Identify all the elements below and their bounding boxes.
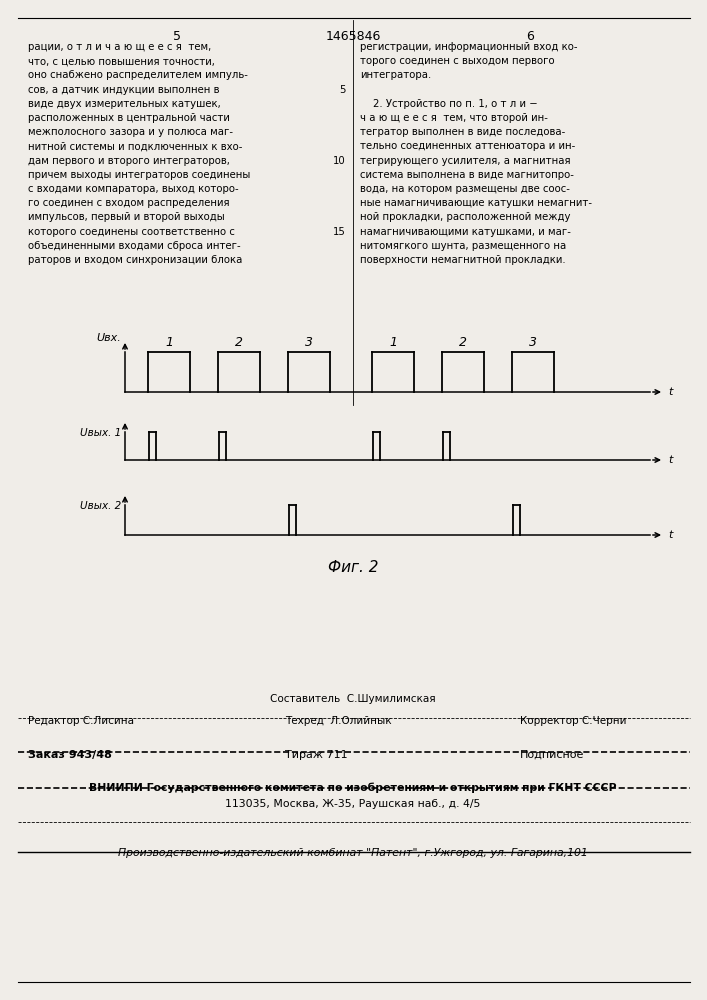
Text: Uвх.: Uвх. — [96, 333, 121, 343]
Text: Производственно-издательский комбинат "Патент", г.Ужгород, ул. Гагарина,101: Производственно-издательский комбинат "П… — [118, 848, 588, 858]
Text: ВНИИПИ Государственного комитета по изобретениям и открытиям при ГКНТ СССР: ВНИИПИ Государственного комитета по изоб… — [89, 782, 617, 793]
Text: виде двух измерительных катушек,: виде двух измерительных катушек, — [28, 99, 221, 109]
Text: го соединен с входом распределения: го соединен с входом распределения — [28, 198, 230, 208]
Text: оно снабжено распределителем импуль-: оно снабжено распределителем импуль- — [28, 70, 248, 80]
Text: t: t — [668, 387, 672, 397]
Text: ной прокладки, расположенной между: ной прокладки, расположенной между — [360, 212, 571, 222]
Text: Редактор С.Лисина: Редактор С.Лисина — [28, 716, 134, 726]
Text: межполосного зазора и у полюса маг-: межполосного зазора и у полюса маг- — [28, 127, 233, 137]
Text: тегрирующего усилителя, а магнитная: тегрирующего усилителя, а магнитная — [360, 156, 571, 166]
Text: t: t — [668, 530, 672, 540]
Text: 113035, Москва, Ж-35, Раушская наб., д. 4/5: 113035, Москва, Ж-35, Раушская наб., д. … — [226, 799, 481, 809]
Text: 5: 5 — [339, 85, 346, 95]
Text: расположенных в центральной части: расположенных в центральной части — [28, 113, 230, 123]
Text: система выполнена в виде магнитопро-: система выполнена в виде магнитопро- — [360, 170, 574, 180]
Text: Корректор С.Черни: Корректор С.Черни — [520, 716, 626, 726]
Text: Заказ 943/48: Заказ 943/48 — [28, 750, 112, 760]
Text: нитомягкого шунта, размещенного на: нитомягкого шунта, размещенного на — [360, 241, 566, 251]
Text: Техред  Л.Олийнык: Техред Л.Олийнык — [285, 716, 392, 726]
Text: нитной системы и подключенных к вхо-: нитной системы и подключенных к вхо- — [28, 141, 243, 151]
Text: с входами компаратора, выход которо-: с входами компаратора, выход которо- — [28, 184, 239, 194]
Text: 5: 5 — [173, 30, 181, 43]
Text: Uвых. 1: Uвых. 1 — [80, 428, 121, 438]
Text: t: t — [668, 455, 672, 465]
Text: что, с целью повышения точности,: что, с целью повышения точности, — [28, 56, 215, 66]
Text: Uвых. 2: Uвых. 2 — [80, 501, 121, 511]
Text: сов, а датчик индукции выполнен в: сов, а датчик индукции выполнен в — [28, 85, 219, 95]
Text: которого соединены соответственно с: которого соединены соответственно с — [28, 227, 235, 237]
Text: рации, о т л и ч а ю щ е е с я  тем,: рации, о т л и ч а ю щ е е с я тем, — [28, 42, 211, 52]
Text: причем выходы интеграторов соединены: причем выходы интеграторов соединены — [28, 170, 250, 180]
Text: торого соединен с выходом первого: торого соединен с выходом первого — [360, 56, 554, 66]
Text: вода, на котором размещены две соос-: вода, на котором размещены две соос- — [360, 184, 570, 194]
Text: 3: 3 — [529, 336, 537, 349]
Text: Подписное: Подписное — [520, 750, 585, 760]
Text: 2. Устройство по п. 1, о т л и −: 2. Устройство по п. 1, о т л и − — [360, 99, 538, 109]
Text: поверхности немагнитной прокладки.: поверхности немагнитной прокладки. — [360, 255, 566, 265]
Text: раторов и входом синхронизации блока: раторов и входом синхронизации блока — [28, 255, 243, 265]
Text: Фиг. 2: Фиг. 2 — [328, 560, 378, 575]
Text: 10: 10 — [333, 156, 346, 166]
Text: 6: 6 — [526, 30, 534, 43]
Text: тегратор выполнен в виде последова-: тегратор выполнен в виде последова- — [360, 127, 566, 137]
Text: ч а ю щ е е с я  тем, что второй ин-: ч а ю щ е е с я тем, что второй ин- — [360, 113, 548, 123]
Text: интегратора.: интегратора. — [360, 70, 431, 80]
Text: Тираж 711: Тираж 711 — [285, 750, 348, 760]
Text: ные намагничивающие катушки немагнит-: ные намагничивающие катушки немагнит- — [360, 198, 592, 208]
Text: намагничивающими катушками, и маг-: намагничивающими катушками, и маг- — [360, 227, 571, 237]
Text: 2: 2 — [459, 336, 467, 349]
Text: 3: 3 — [305, 336, 313, 349]
Text: 15: 15 — [333, 227, 346, 237]
Text: дам первого и второго интеграторов,: дам первого и второго интеграторов, — [28, 156, 230, 166]
Text: 1: 1 — [165, 336, 173, 349]
Text: 2: 2 — [235, 336, 243, 349]
Text: объединенными входами сброса интег-: объединенными входами сброса интег- — [28, 241, 240, 251]
Text: тельно соединенных аттенюатора и ин-: тельно соединенных аттенюатора и ин- — [360, 141, 575, 151]
Text: регистрации, информационный вход ко-: регистрации, информационный вход ко- — [360, 42, 578, 52]
Text: 1: 1 — [389, 336, 397, 349]
Text: Составитель  С.Шумилимская: Составитель С.Шумилимская — [270, 694, 436, 704]
Text: импульсов, первый и второй выходы: импульсов, первый и второй выходы — [28, 212, 225, 222]
Text: 1465846: 1465846 — [325, 30, 380, 43]
